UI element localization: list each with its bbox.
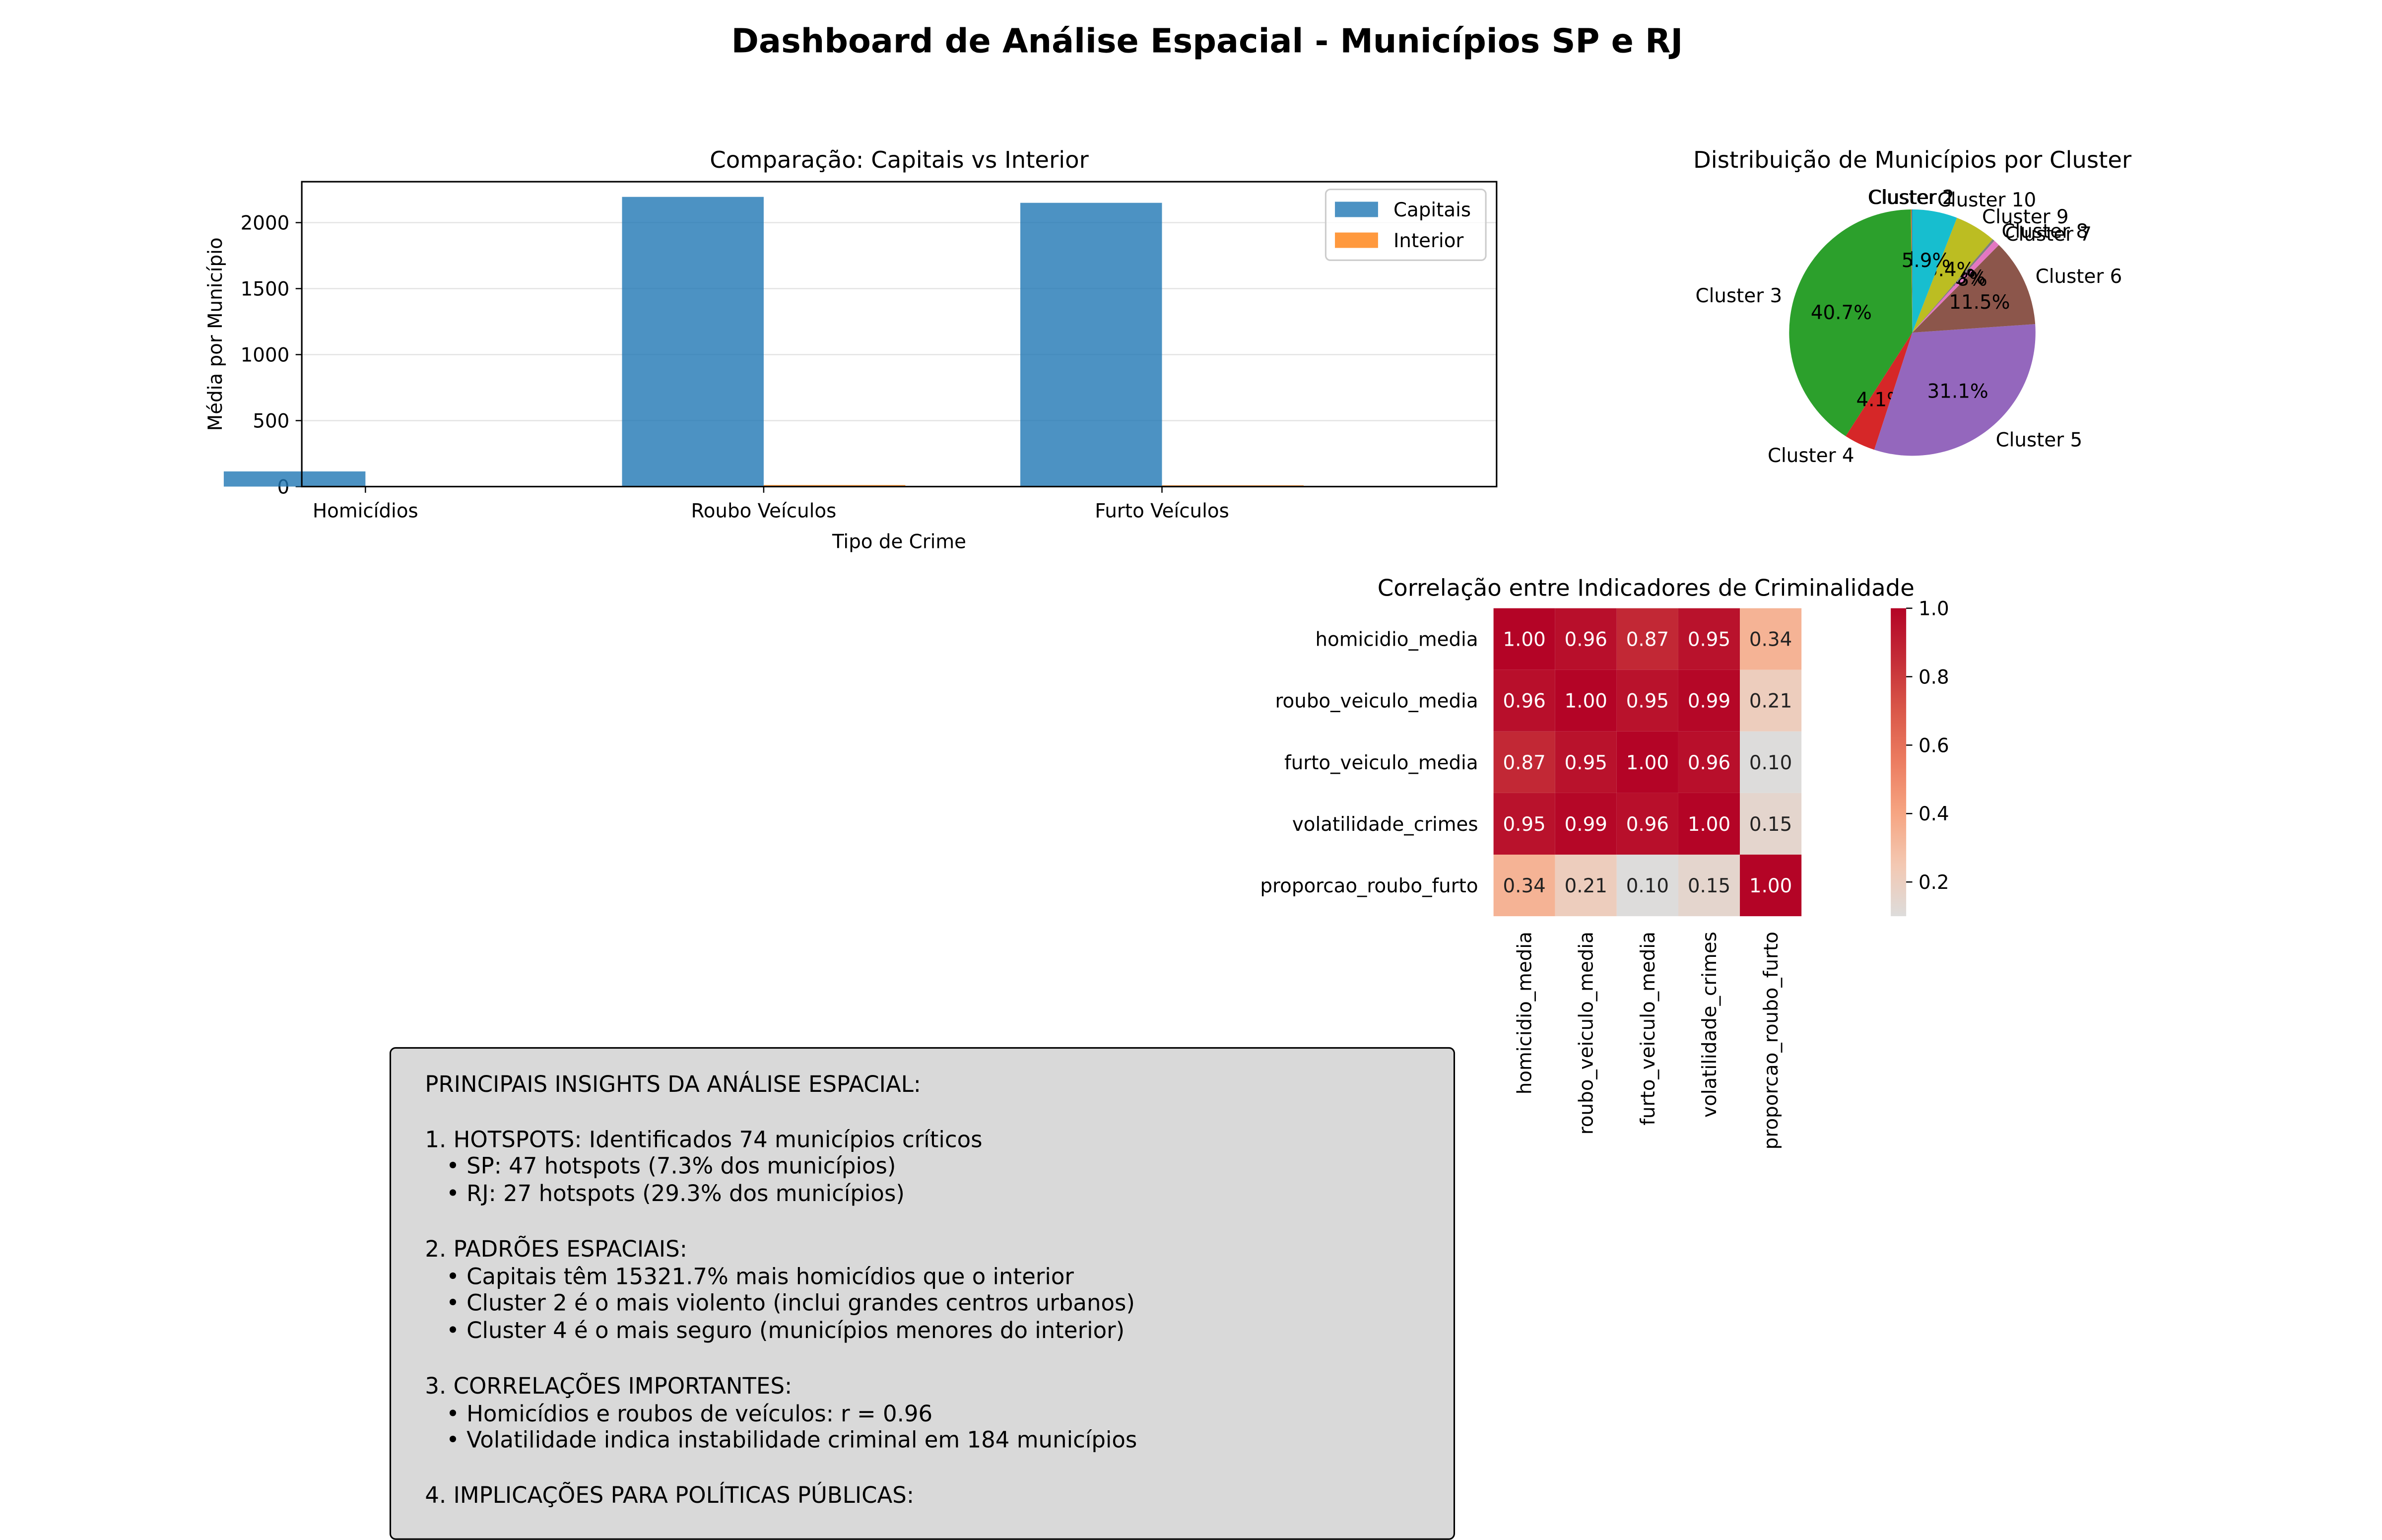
x-tick-label: Homicídios	[313, 500, 418, 523]
heatmap-cell-value: 0.15	[1688, 875, 1730, 897]
insight-line: • Homicídios e roubos de veículos: r = 0…	[425, 1402, 1419, 1429]
pie-slice-label: Cluster 3	[1696, 285, 1783, 307]
heatmap-col-label: furto_veiculo_media	[1637, 932, 1659, 1126]
y-tick-label: 500	[253, 410, 289, 432]
pie-slice-label: Cluster 5	[1996, 429, 2083, 451]
heatmap-col-label: roubo_veiculo_media	[1576, 932, 1598, 1135]
heatmap-cell-value: 0.21	[1565, 875, 1607, 897]
heatmap-cell-value: 0.87	[1503, 752, 1546, 774]
heatmap-cell-value: 0.34	[1749, 629, 1792, 651]
heatmap-title: Correlação entre Indicadores de Criminal…	[1378, 575, 1915, 602]
heatmap-cell-value: 0.96	[1688, 752, 1730, 774]
bar-capitais	[622, 197, 763, 487]
heatmap-cell-value: 1.00	[1503, 629, 1546, 651]
bar-gridlines	[302, 223, 1497, 487]
heatmap-col-label: homicidio_media	[1514, 932, 1536, 1094]
pie-pct-label: 40.7%	[1811, 302, 1872, 324]
heatmap-cell-value: 0.34	[1503, 875, 1546, 897]
bar-legend: Capitais Interior	[1325, 190, 1486, 261]
insight-line: • Volatilidade indica instabilidade crim…	[425, 1429, 1419, 1457]
colorbar-tick-label: 0.2	[1919, 871, 1949, 894]
insight-line	[425, 1210, 1419, 1238]
insights-box: PRINCIPAIS INSIGHTS DA ANÁLISE ESPACIAL:…	[390, 1047, 1455, 1540]
heatmap-cell-value: 0.10	[1626, 875, 1669, 897]
insight-line: PRINCIPAIS INSIGHTS DA ANÁLISE ESPACIAL:	[425, 1073, 1419, 1101]
insight-line	[425, 1457, 1419, 1484]
x-tick-label: Furto Veículos	[1095, 500, 1229, 523]
heatmap-cell-value: 0.10	[1749, 752, 1792, 774]
bar-chart: Comparação: Capitais vs Interior05001000…	[0, 131, 1540, 578]
colorbar-tick-label: 0.6	[1919, 735, 1949, 757]
legend-swatch	[1335, 201, 1378, 217]
heatmap-cell-value: 0.15	[1749, 813, 1792, 836]
heatmap-cell-value: 0.95	[1688, 629, 1730, 651]
heatmap-cell-value: 0.95	[1565, 752, 1607, 774]
y-axis-label: Média por Município	[204, 237, 227, 431]
y-tick-label: 2000	[241, 212, 290, 235]
colorbar	[1891, 608, 1906, 917]
heatmap-cell-value: 1.00	[1688, 813, 1730, 836]
insight-line: • Cluster 2 é o mais violento (inclui gr…	[425, 1292, 1419, 1320]
insight-line: • SP: 47 hotspots (7.3% dos municípios)	[425, 1155, 1419, 1183]
pie-chart-title: Distribuição de Municípios por Cluster	[1693, 146, 2132, 173]
bar-chart-title: Comparação: Capitais vs Interior	[710, 146, 1089, 173]
pie-slice-label: Cluster 6	[2036, 266, 2122, 288]
heatmap-row-label: homicidio_media	[1315, 629, 1478, 651]
heatmap-cell-value: 0.95	[1503, 813, 1546, 836]
insight-line: 3. CORRELAÇÕES IMPORTANTES:	[425, 1375, 1419, 1402]
y-tick-label: 1000	[241, 344, 290, 366]
heatmap-row-label: proporcao_roubo_furto	[1260, 875, 1478, 897]
pie-slice-label: Cluster 10	[1937, 189, 2036, 211]
bar-capitais	[1020, 203, 1162, 487]
heatmap-cell-value: 1.00	[1749, 875, 1792, 897]
colorbar-tick-label: 0.8	[1919, 666, 1949, 688]
insight-line: 1. HOTSPOTS: Identificados 74 municípios…	[425, 1128, 1419, 1155]
insight-line	[425, 1347, 1419, 1375]
heatmap-row-label: roubo_veiculo_media	[1275, 690, 1478, 713]
insight-line	[425, 1101, 1419, 1128]
heatmap-cell-value: 0.96	[1626, 813, 1669, 836]
legend-swatch	[1335, 233, 1378, 248]
x-axis-label: Tipo de Crime	[832, 531, 966, 553]
insight-line: 4. IMPLICAÇÕES PARA POLÍTICAS PÚBLICAS:	[425, 1484, 1419, 1512]
heatmap-cell-value: 0.96	[1565, 629, 1607, 651]
legend-label: Capitais	[1393, 199, 1471, 221]
x-tick-label: Roubo Veículos	[691, 500, 837, 523]
dashboard-title: Dashboard de Análise Espacial - Municípi…	[0, 23, 2382, 62]
colorbar-tick-label: 0.4	[1919, 803, 1949, 825]
y-tick-label: 1500	[241, 278, 290, 300]
insight-line: • Cluster 4 é o mais seguro (municípios …	[425, 1320, 1419, 1347]
pie-pct-label: 11.5%	[1949, 291, 2010, 314]
dashboard: Dashboard de Análise Espacial - Municípi…	[0, 0, 2382, 1489]
legend-label: Interior	[1393, 230, 1463, 252]
insight-line: • RJ: 27 hotspots (29.3% dos municípios)	[425, 1183, 1419, 1210]
heatmap-cell-value: 0.96	[1503, 690, 1546, 713]
heatmap-cell-value: 0.99	[1565, 813, 1607, 836]
colorbar-tick-label: 1.0	[1919, 598, 1949, 620]
heatmap-cell-value: 0.95	[1626, 690, 1669, 713]
heatmap-row-label: volatilidade_crimes	[1292, 813, 1478, 836]
heatmap-cell-value: 1.00	[1565, 690, 1607, 713]
heatmap-cell-value: 0.21	[1749, 690, 1792, 713]
bar-capitais	[224, 471, 365, 487]
heatmap-row-label: furto_veiculo_media	[1284, 752, 1478, 774]
insight-line: 2. PADRÕES ESPACIAIS:	[425, 1238, 1419, 1265]
bar-plot-frame	[302, 182, 1497, 486]
pie-pct-label: 5.9%	[1902, 250, 1950, 272]
pie-pct-label: 31.1%	[1927, 381, 1988, 403]
heatmap-cell-value: 0.87	[1626, 629, 1669, 651]
pie-slice-label: Cluster 4	[1768, 445, 1854, 467]
insight-line: • Capitais têm 15321.7% mais homicídios …	[425, 1265, 1419, 1292]
heatmap-col-label: proporcao_roubo_furto	[1760, 932, 1783, 1149]
heatmap-cell-value: 1.00	[1626, 752, 1669, 774]
heatmap-col-label: volatilidade_crimes	[1699, 932, 1721, 1118]
heatmap-cell-value: 0.99	[1688, 690, 1730, 713]
pie-chart: Distribuição de Municípios por Cluster Cl…	[1632, 131, 2248, 485]
